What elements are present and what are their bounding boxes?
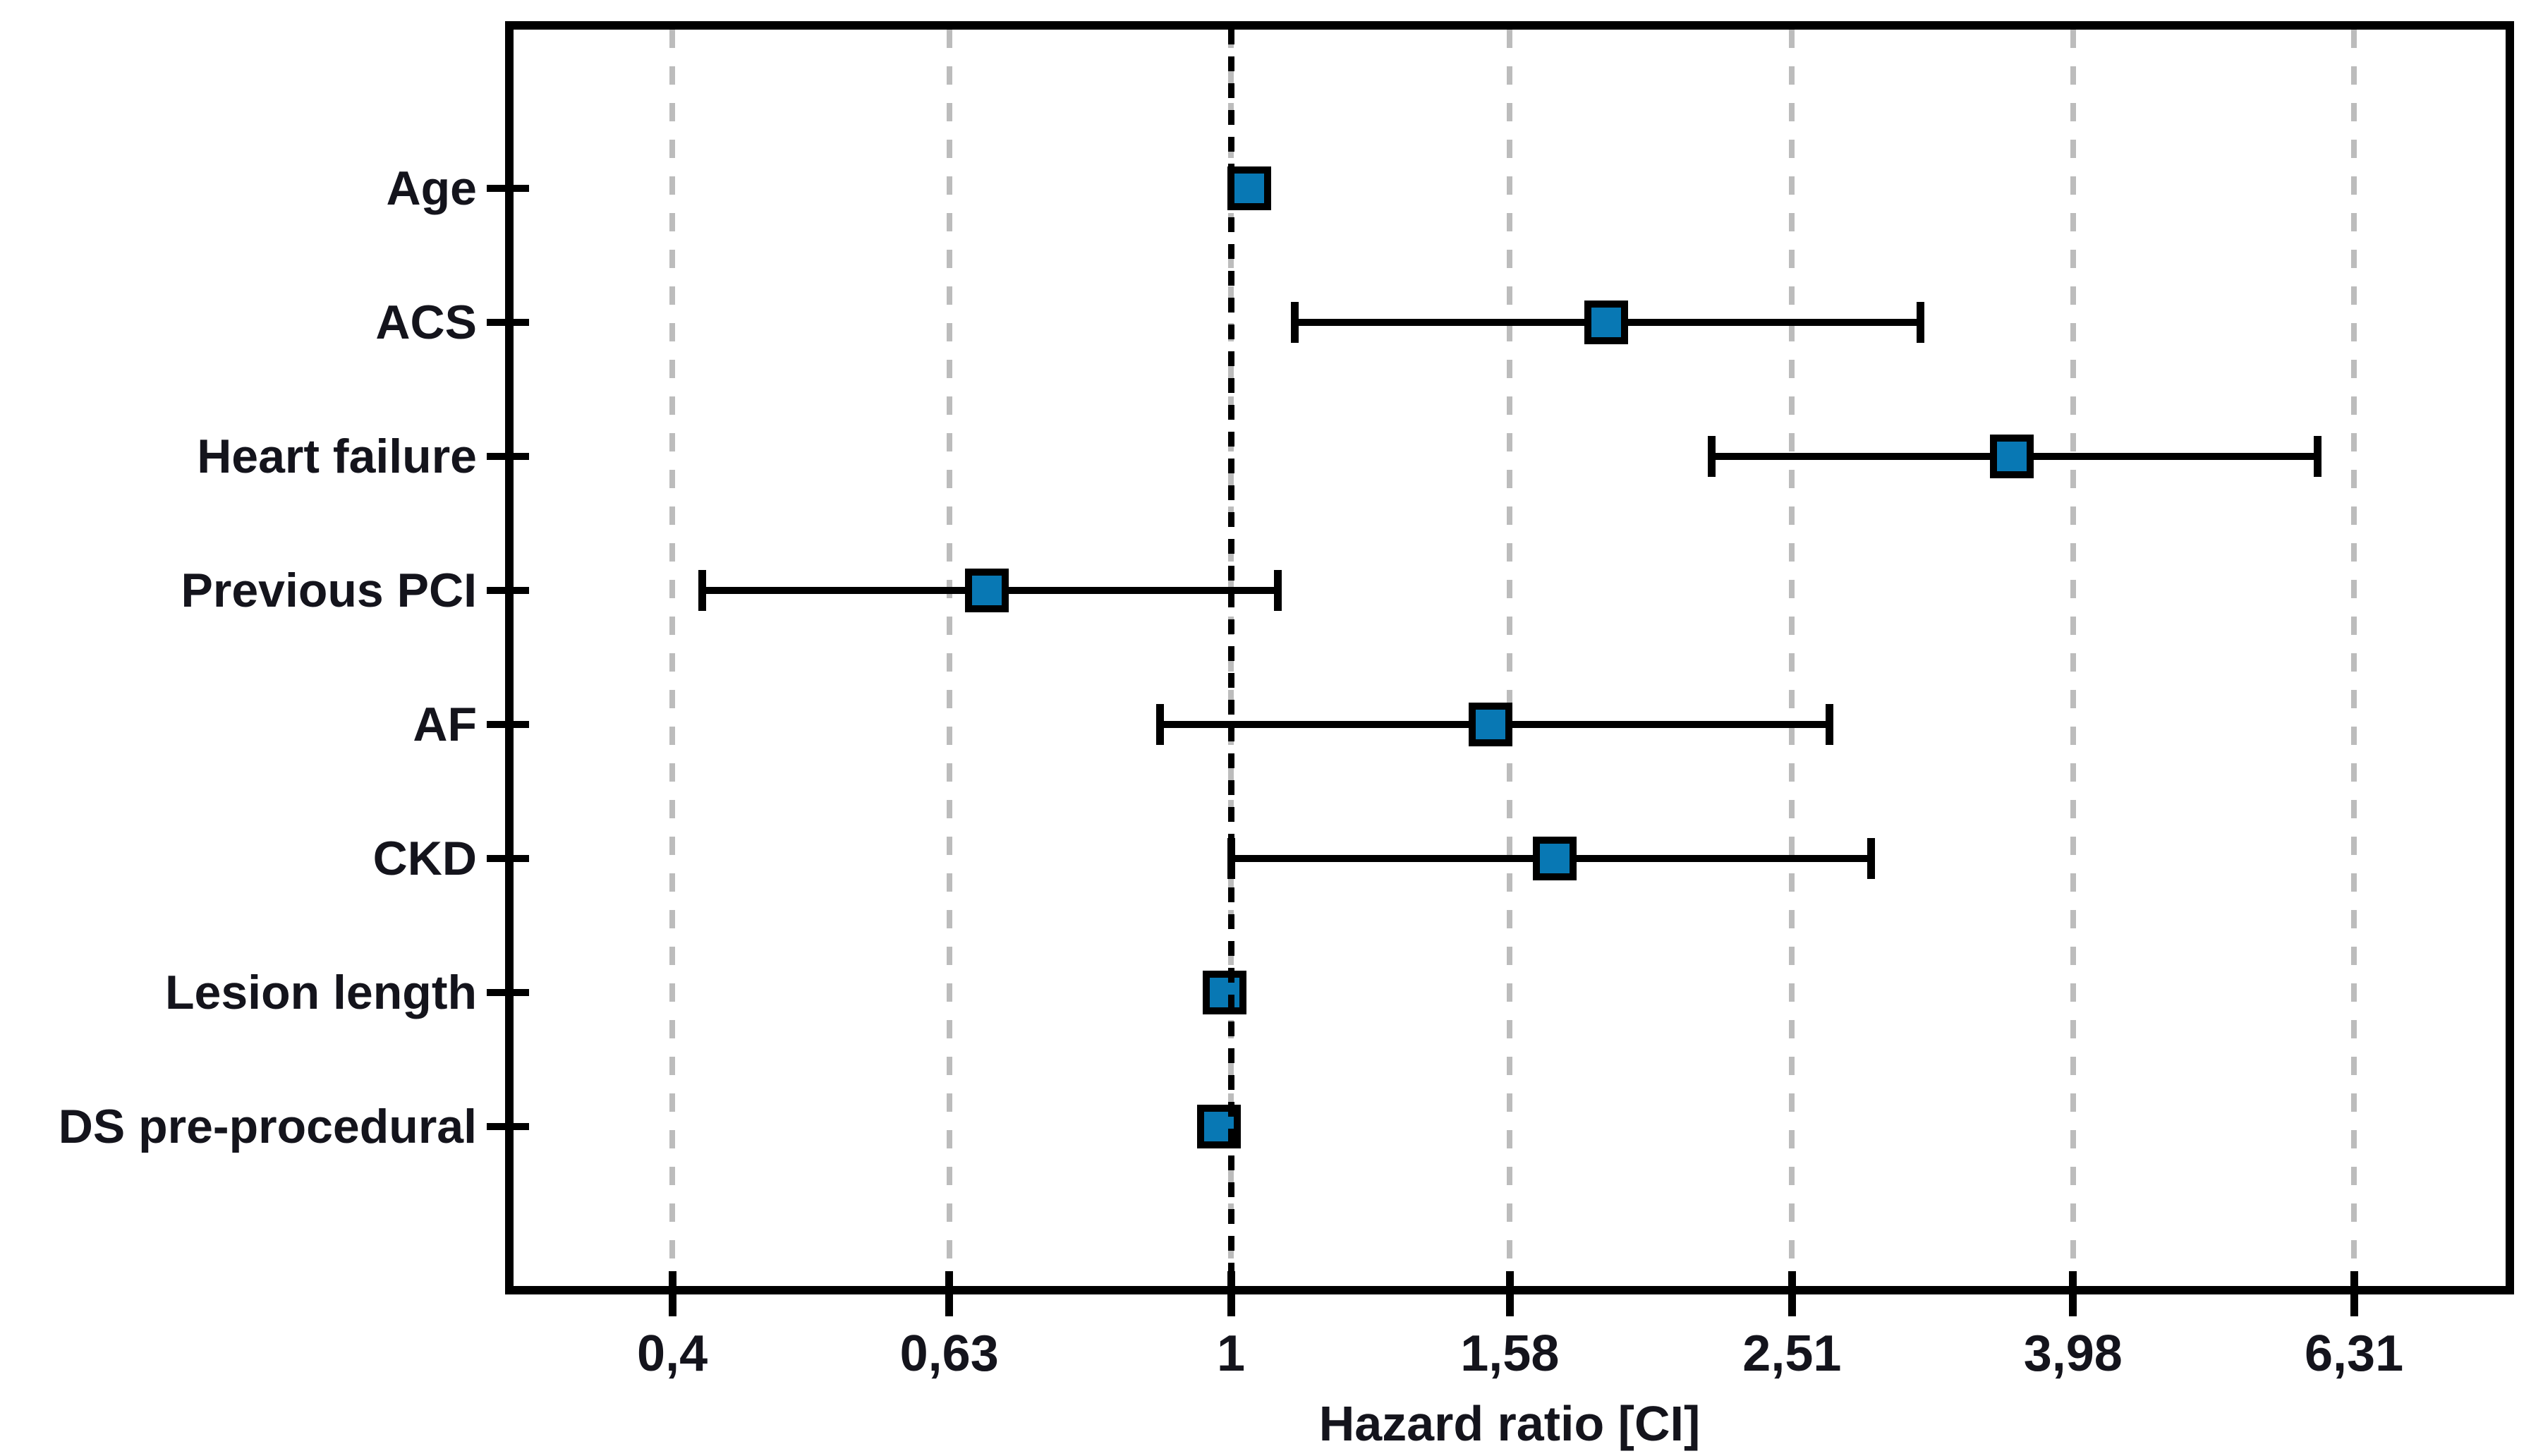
gridline (2070, 30, 2076, 1294)
ci-cap-right (1867, 838, 1876, 879)
hazard-ratio-marker (964, 569, 1009, 612)
hazard-ratio-marker (1990, 435, 2034, 478)
x-tick-label: 6,31 (2304, 1325, 2404, 1382)
y-axis-tick (487, 587, 529, 594)
row-label: Heart failure (197, 430, 477, 483)
x-tick-label: 1 (1216, 1325, 1246, 1382)
ci-cap-right (1273, 570, 1282, 611)
hazard-ratio-marker (1584, 301, 1628, 344)
y-axis-tick (487, 1123, 529, 1130)
x-axis-tick (1505, 1271, 1514, 1316)
x-tick-label: 0,63 (899, 1325, 999, 1382)
ci-cap-left (698, 570, 707, 611)
y-axis-tick (487, 319, 529, 326)
ci-cap-left (1291, 302, 1299, 343)
row-label: Age (386, 162, 477, 215)
x-axis-tick (668, 1271, 676, 1316)
y-axis-tick (487, 989, 529, 996)
gridline (946, 30, 952, 1294)
row-label: AF (413, 698, 477, 751)
gridline (669, 30, 676, 1294)
row-label: CKD (372, 832, 477, 885)
gridline (2351, 30, 2357, 1294)
y-axis-tick (487, 185, 529, 192)
hazard-ratio-marker (1532, 837, 1577, 880)
y-axis-tick (487, 453, 529, 460)
row-label: DS pre-procedural (58, 1100, 477, 1153)
x-tick-label: 2,51 (1742, 1325, 1842, 1382)
reference-line-hr-1 (1227, 30, 1234, 1294)
ci-cap-left (1708, 436, 1716, 477)
ci-cap-right (2314, 436, 2322, 477)
ci-cap-left (1156, 704, 1165, 745)
x-axis-tick (2069, 1271, 2077, 1316)
y-axis-tick (487, 855, 529, 862)
hazard-ratio-marker (1468, 703, 1512, 746)
x-axis-tick (2350, 1271, 2358, 1316)
gridline (1507, 30, 1513, 1294)
x-axis-tick (1788, 1271, 1796, 1316)
ci-cap-right (1825, 704, 1833, 745)
hazard-ratio-marker (1203, 971, 1247, 1014)
row-label: Previous PCI (181, 564, 478, 617)
x-tick-label: 3,98 (2023, 1325, 2123, 1382)
x-tick-label: 0,4 (637, 1325, 708, 1382)
row-label: ACS (375, 296, 477, 349)
x-axis-title: Hazard ratio [CI] (1318, 1396, 1701, 1451)
x-tick-label: 1,58 (1460, 1325, 1560, 1382)
x-axis-tick (945, 1271, 954, 1316)
gridline (1789, 30, 1795, 1294)
y-axis-tick (487, 721, 529, 728)
row-label: Lesion length (165, 966, 477, 1019)
ci-cap-right (1916, 302, 1924, 343)
